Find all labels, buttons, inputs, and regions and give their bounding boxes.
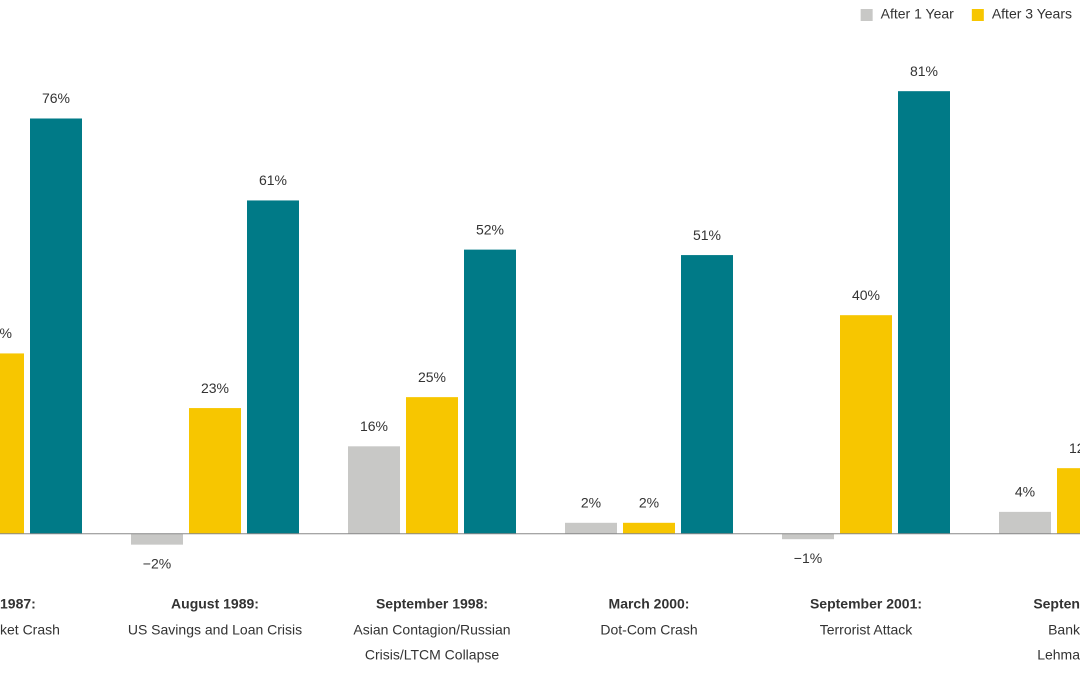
value-label: 2% [639, 495, 659, 511]
category-description: Asian Contagion/Russian [353, 622, 510, 638]
category-description: Dot-Com Crash [600, 622, 697, 638]
value-label: 23% [201, 380, 229, 396]
value-label: 25% [418, 369, 446, 385]
bar [0, 353, 24, 534]
value-label: 12% [1069, 440, 1080, 456]
category-description: Lehma [1037, 647, 1080, 663]
legend-label: After 1 Year [881, 6, 955, 22]
category-label: 1987: [0, 596, 36, 612]
category-label: Septen [1033, 596, 1080, 612]
category-description: Terrorist Attack [820, 622, 914, 638]
legend-swatch [860, 9, 873, 21]
legend-swatch [971, 9, 984, 21]
bar [30, 118, 82, 534]
category-label: March 2000: [609, 596, 690, 612]
value-label: 4% [1015, 484, 1035, 500]
value-label: −2% [143, 555, 171, 571]
bar [782, 533, 834, 540]
category-description: ket Crash [0, 622, 60, 638]
category-description: Bank [1048, 622, 1080, 638]
bar [464, 249, 516, 534]
category-label: August 1989: [171, 596, 259, 612]
bar [840, 315, 892, 534]
bar [623, 522, 675, 534]
category-description: US Savings and Loan Crisis [128, 622, 302, 638]
bar [131, 533, 183, 545]
bar [565, 522, 617, 534]
value-label: 51% [693, 227, 721, 243]
value-label: 2% [581, 495, 601, 511]
value-label: 52% [476, 221, 504, 237]
value-label: 16% [360, 418, 388, 434]
category-description: Crisis/LTCM Collapse [365, 647, 500, 663]
value-label: 40% [852, 287, 880, 303]
value-label: 76% [42, 90, 70, 106]
value-label: 81% [910, 63, 938, 79]
bar [999, 511, 1051, 534]
legend-label: After 3 Years [992, 6, 1072, 22]
category-label: September 1998: [376, 596, 488, 612]
bar [348, 446, 400, 534]
value-label: 33% [0, 325, 12, 341]
bar [189, 408, 241, 534]
bar [406, 397, 458, 534]
value-label: −1% [794, 550, 822, 566]
bar [247, 200, 299, 534]
value-label: 61% [259, 172, 287, 188]
bar [898, 91, 950, 534]
bar [681, 255, 733, 534]
bar [1057, 468, 1080, 534]
category-label: September 2001: [810, 596, 922, 612]
